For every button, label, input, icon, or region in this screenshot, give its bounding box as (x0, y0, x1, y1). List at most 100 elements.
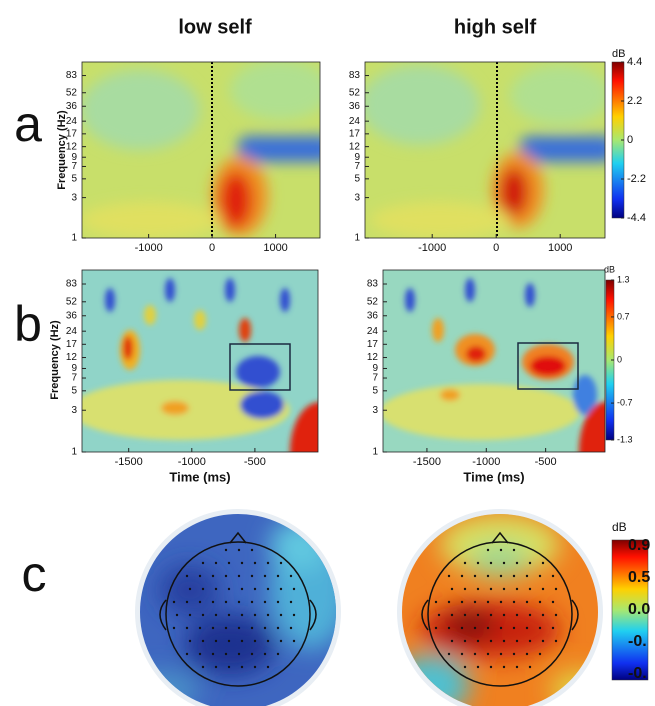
electrode (237, 652, 241, 656)
electrode (266, 613, 270, 617)
electrode (499, 548, 503, 552)
electrode (266, 665, 270, 669)
y-tick-label: 36 (349, 101, 361, 112)
electrode (515, 561, 519, 565)
electrode (253, 665, 257, 669)
colorbar-label: -2.2 (627, 173, 646, 185)
electrode (502, 665, 506, 669)
panel-letter: b (14, 296, 42, 352)
electrode (198, 652, 202, 656)
electrode (227, 587, 231, 591)
electrode (292, 639, 296, 643)
electrode (525, 652, 529, 656)
electrode (214, 639, 218, 643)
colorbar-label: 0.5 (628, 569, 650, 586)
electrode (476, 561, 480, 565)
electrode (250, 548, 254, 552)
electrode (224, 626, 228, 630)
electrode (447, 600, 451, 604)
electrode (499, 600, 503, 604)
x-axis-label: Time (ms) (169, 469, 230, 484)
electrode (266, 639, 270, 643)
electrode (486, 652, 490, 656)
electrode (499, 652, 503, 656)
electrode (263, 574, 267, 578)
y-tick-label: 83 (66, 279, 78, 290)
electrode (289, 574, 293, 578)
electrode (489, 561, 493, 565)
electrode (185, 574, 189, 578)
electrode (276, 600, 280, 604)
x-tick-label: -500 (535, 456, 557, 468)
electrode (460, 600, 464, 604)
electrode (253, 639, 257, 643)
x-tick-label: 0 (209, 242, 215, 254)
y-tick-label: 1 (372, 447, 378, 458)
electrode (463, 665, 467, 669)
y-tick-label: 83 (367, 279, 379, 290)
electrode (502, 639, 506, 643)
electrode (525, 600, 529, 604)
electrode (538, 600, 542, 604)
y-tick-label: 1 (71, 447, 77, 458)
y-tick-label: 12 (66, 141, 78, 152)
head-outline (159, 531, 579, 687)
electrode (528, 613, 532, 617)
electrode (473, 652, 477, 656)
electrode (276, 652, 280, 656)
y-tick-label: 83 (66, 70, 78, 81)
x-tick-label: -1000 (418, 242, 446, 254)
electrode (434, 600, 438, 604)
electrode (515, 665, 519, 669)
electrode (240, 665, 244, 669)
electrode (554, 587, 558, 591)
electrode (476, 613, 480, 617)
electrode (224, 574, 228, 578)
electrode (473, 600, 477, 604)
x-tick-label: 1000 (548, 242, 572, 254)
colorbar-label: -0. (628, 633, 647, 650)
colorbar-label: -0.7 (617, 397, 633, 407)
electrode (185, 600, 189, 604)
x-axis-label: Time (ms) (463, 469, 524, 484)
roi-box (229, 343, 291, 391)
electrode (489, 613, 493, 617)
electrode (437, 613, 441, 617)
y-tick-label: 1 (71, 233, 77, 244)
electrode (554, 613, 558, 617)
electrode (486, 548, 490, 552)
electrode (211, 574, 215, 578)
electrode (224, 548, 228, 552)
electrode (279, 561, 283, 565)
y-tick-label: 7 (372, 373, 378, 384)
electrode (512, 548, 516, 552)
electrode (292, 587, 296, 591)
electrode (227, 639, 231, 643)
electrode (276, 626, 280, 630)
electrode (528, 587, 532, 591)
y-tick-label: 24 (349, 116, 361, 127)
y-tick-label: 36 (367, 310, 379, 321)
y-tick-label: 5 (71, 385, 77, 396)
electrode (214, 665, 218, 669)
electrode (188, 639, 192, 643)
electrode (554, 639, 558, 643)
electrode (515, 587, 519, 591)
panel-letter: a (14, 96, 42, 152)
electrode (515, 613, 519, 617)
y-axis-label: Frequency (Hz) (56, 110, 68, 190)
electrode (240, 613, 244, 617)
electrode (541, 561, 545, 565)
y-tick-label: 3 (71, 192, 77, 203)
y-tick-label: 52 (66, 87, 78, 98)
electrode (198, 626, 202, 630)
electrode (538, 626, 542, 630)
y-tick-label: 9 (372, 363, 378, 374)
colorbar-label: 4.4 (627, 56, 642, 68)
electrode (211, 626, 215, 630)
electrode (185, 626, 189, 630)
electrode (551, 574, 555, 578)
electrode (172, 626, 176, 630)
electrode (250, 626, 254, 630)
y-tick-label: 36 (66, 310, 78, 321)
